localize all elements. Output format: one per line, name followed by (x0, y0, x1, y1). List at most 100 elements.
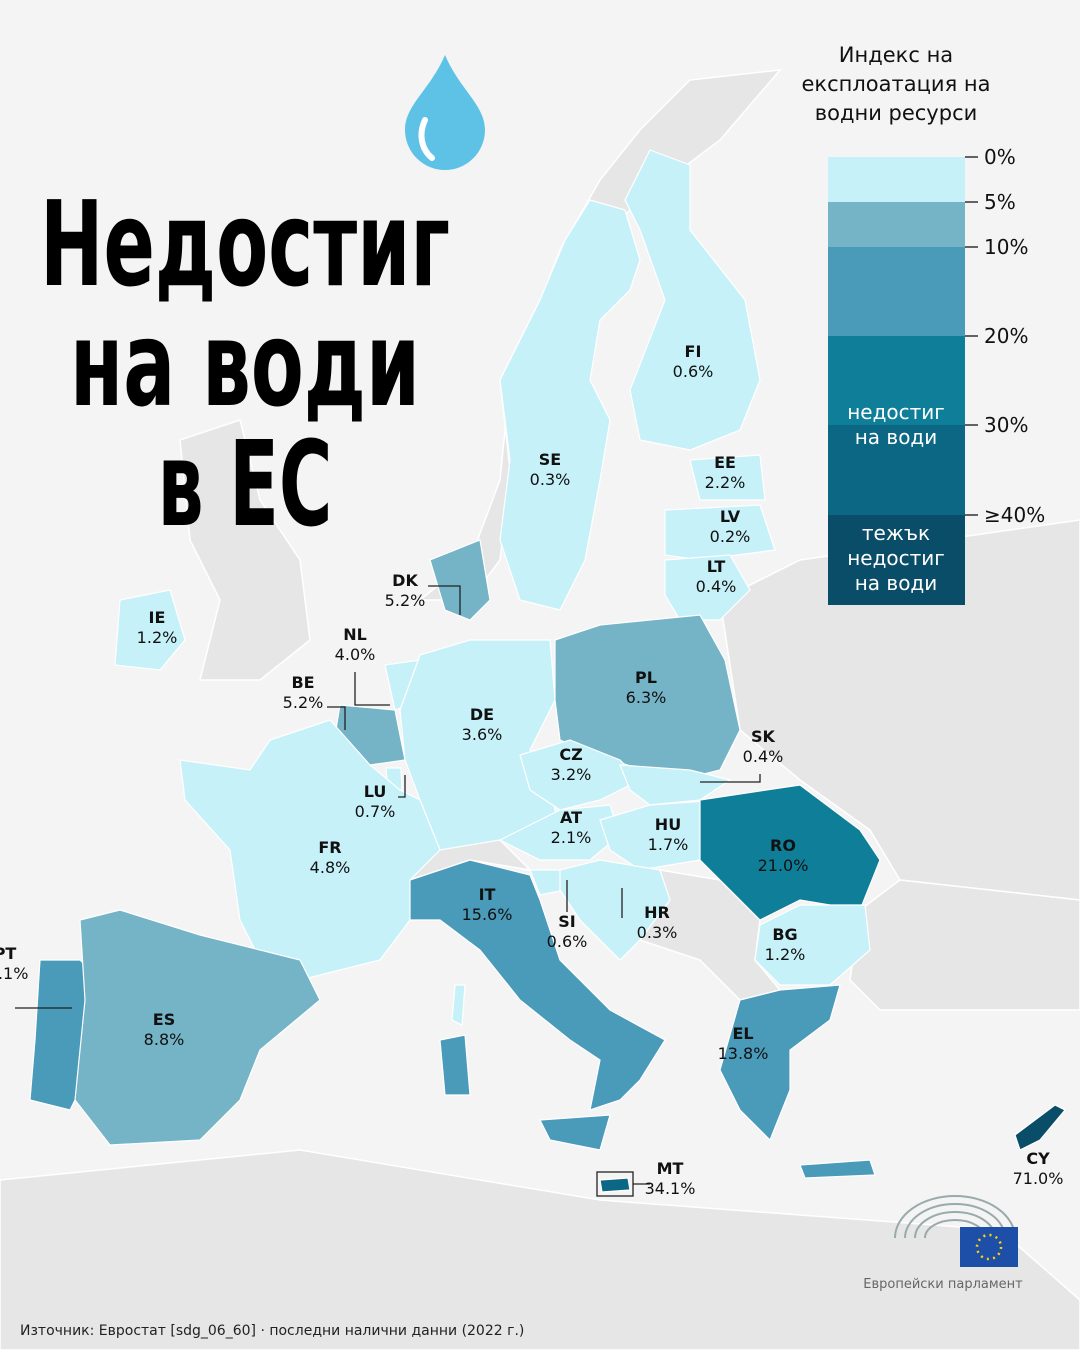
country (719, 984, 841, 1142)
legend-swatch (828, 425, 965, 515)
background-land (0, 69, 1080, 1350)
band-label: недостиг (847, 400, 945, 424)
legend-tick-label: ≥40% (984, 503, 1045, 527)
title-line: в ЕС (158, 415, 333, 553)
band-label: тежък (862, 521, 930, 545)
country (429, 539, 491, 621)
country-code: DE (470, 705, 494, 724)
country-value: 4.8% (310, 858, 351, 877)
country (599, 1177, 631, 1193)
country-value: 0.4% (696, 577, 737, 596)
country-code: HR (644, 903, 670, 922)
country (74, 909, 321, 1146)
country-code: PT (0, 944, 16, 963)
country (664, 554, 751, 621)
country-code: FI (685, 342, 702, 361)
legend-tick-label: 0% (984, 145, 1016, 169)
country-code: PL (635, 668, 657, 687)
country (519, 739, 642, 811)
country-value: 0.2% (710, 527, 751, 546)
country-value: 0.3% (530, 470, 571, 489)
band-label: недостиг (847, 546, 945, 570)
country (754, 904, 871, 986)
country-code: IE (149, 608, 166, 627)
country (499, 199, 641, 611)
country-value: 0.3% (637, 923, 678, 942)
country-code: SE (539, 450, 561, 469)
legend-swatch (828, 247, 965, 336)
logo-name: Европейски парламент (863, 1277, 1023, 1292)
country-code: LV (720, 507, 741, 526)
map (29, 149, 1066, 1193)
country-code: BG (772, 925, 797, 944)
country-code: RO (770, 836, 796, 855)
country-value: 10.1% (0, 964, 28, 983)
country (439, 1034, 471, 1096)
country-value: 6.3% (626, 688, 667, 707)
country-code: BE (291, 673, 314, 692)
country-code: NL (343, 625, 367, 644)
country-value: 1.7% (648, 835, 689, 854)
country-value: 34.1% (645, 1179, 696, 1198)
legend-tick-label: 10% (984, 235, 1028, 259)
band-label: на води (855, 571, 938, 595)
legend-tick-label: 5% (984, 190, 1016, 214)
country-value: 2.1% (551, 828, 592, 847)
legend-title: водни ресурси (815, 101, 978, 125)
country-code: IT (479, 885, 496, 904)
country-code: AT (560, 808, 582, 827)
country-value: 15.6% (462, 905, 513, 924)
country-code: HU (655, 815, 681, 834)
country-value: 0.4% (743, 747, 784, 766)
country-code: DK (392, 571, 418, 590)
country (624, 149, 761, 451)
country-value: 5.2% (283, 693, 324, 712)
country-code: LT (707, 557, 726, 576)
country (114, 589, 186, 671)
country-value: 4.0% (335, 645, 376, 664)
country-value: 1.2% (765, 945, 806, 964)
country-code: CZ (559, 745, 582, 764)
country-code: CY (1026, 1149, 1050, 1168)
country-value: 13.8% (718, 1044, 769, 1063)
country-value: 71.0% (1013, 1169, 1064, 1188)
source: Източник: Евростат [sdg_06_60] · последн… (20, 1323, 524, 1339)
country (1014, 1104, 1066, 1151)
drop-highlight (418, 117, 435, 161)
country-value: 21.0% (758, 856, 809, 875)
legend-tick-label: 30% (984, 413, 1028, 437)
country (409, 859, 666, 1111)
title-line: на води (70, 295, 420, 433)
legend-title: Индекс на (839, 43, 953, 67)
country-value: 0.6% (673, 362, 714, 381)
country-code: SK (751, 727, 776, 746)
legend-title: експлоатация на (802, 72, 991, 96)
legend-tick-label: 20% (984, 324, 1028, 348)
country-code: MT (657, 1159, 684, 1178)
country-code: LU (364, 782, 387, 801)
leader-lines (15, 585, 761, 1197)
country-code: EL (732, 1024, 753, 1043)
country-code: EE (714, 453, 736, 472)
country (554, 614, 741, 781)
logo: Европейски парламент (863, 1195, 1023, 1292)
country-value: 3.2% (551, 765, 592, 784)
band-label: на води (855, 425, 938, 449)
country (539, 1114, 611, 1151)
legend-swatch (828, 157, 965, 202)
country (689, 454, 766, 501)
legend-swatch (828, 202, 965, 247)
country-code: ES (153, 1010, 175, 1029)
title-line: Недостиг (40, 175, 450, 313)
country-value: 5.2% (385, 591, 426, 610)
country-value: 2.2% (705, 473, 746, 492)
country-value: 0.6% (547, 932, 588, 951)
country-code: SI (558, 912, 575, 931)
country-value: 3.6% (462, 725, 503, 744)
legend-swatch (828, 515, 965, 605)
country (799, 1159, 876, 1179)
country (664, 504, 776, 561)
